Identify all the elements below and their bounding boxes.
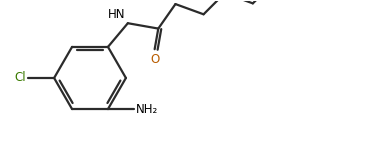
Text: HN: HN bbox=[108, 8, 126, 21]
Text: NH₂: NH₂ bbox=[136, 103, 158, 116]
Text: Cl: Cl bbox=[15, 72, 26, 85]
Text: O: O bbox=[150, 53, 159, 66]
